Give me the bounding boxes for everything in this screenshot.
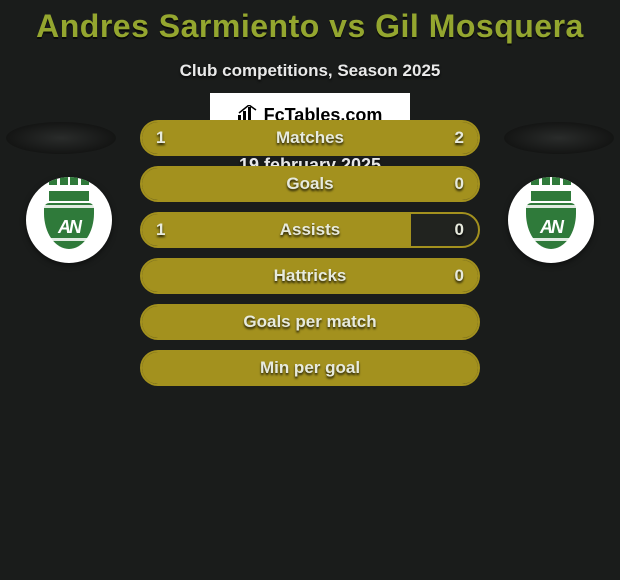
stat-row: Min per goal [140,350,480,386]
stat-value-right: 0 [455,266,464,286]
stat-value-right: 2 [455,128,464,148]
left-team-crest: AN [26,177,112,263]
stat-label: Goals per match [243,312,376,332]
page-subtitle: Club competitions, Season 2025 [0,61,620,81]
stat-label: Goals [286,174,333,194]
stat-row: Goals per match [140,304,480,340]
crest-monogram: AN [58,215,80,238]
stat-value-right: 0 [455,174,464,194]
stat-label: Min per goal [260,358,360,378]
crest-wall-icon [531,191,571,201]
right-shadow-ellipse [504,122,614,154]
stat-label: Matches [276,128,344,148]
crest-shield-icon: AN [44,203,94,249]
crest-wall-icon [49,191,89,201]
crest-battlement-icon [49,177,89,185]
page-title: Andres Sarmiento vs Gil Mosquera [0,8,620,45]
stat-row: Assists 1 0 [140,212,480,248]
stat-value-left: 1 [156,220,165,240]
right-team-crest: AN [508,177,594,263]
stat-row: Goals 0 [140,166,480,202]
stat-row: Hattricks 0 [140,258,480,294]
card-root: Andres Sarmiento vs Gil Mosquera Club co… [0,0,620,580]
stat-row: Matches 1 2 [140,120,480,156]
left-shadow-ellipse [6,122,116,154]
stat-value-right: 0 [455,220,464,240]
crest-monogram: AN [540,215,562,238]
crest-battlement-icon [531,177,571,185]
stat-label: Assists [280,220,340,240]
crest-shield-icon: AN [526,203,576,249]
stats-container: Matches12Goals0Assists10Hattricks0Goals … [140,120,480,386]
stat-value-left: 1 [156,128,165,148]
stat-label: Hattricks [274,266,347,286]
stat-fill-left [142,214,411,246]
